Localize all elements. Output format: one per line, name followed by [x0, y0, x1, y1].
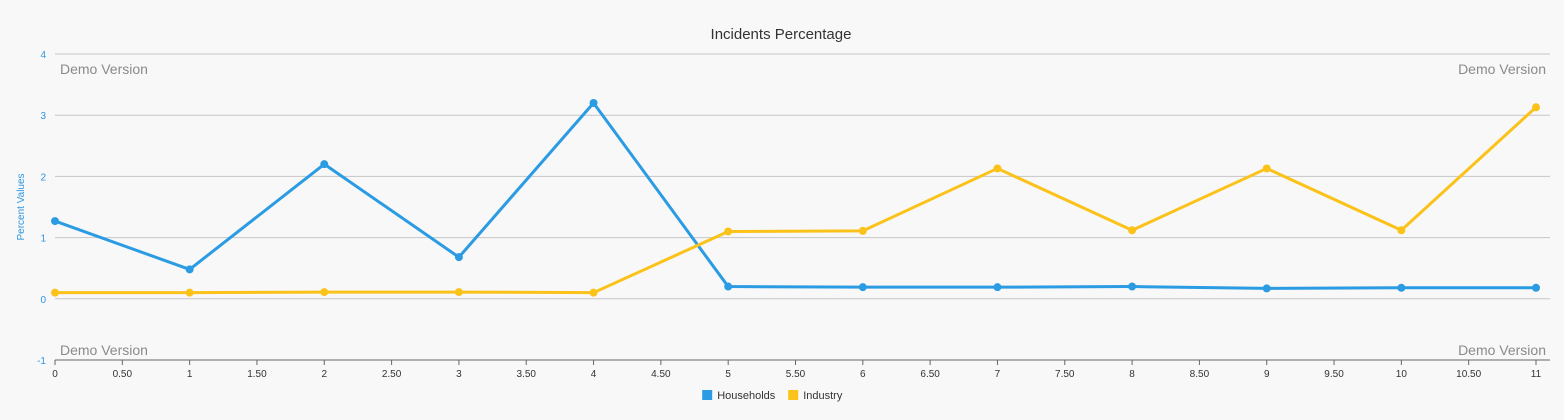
- legend-label-industry[interactable]: Industry: [803, 390, 843, 402]
- data-point-industry[interactable]: [1262, 164, 1271, 173]
- y-tick-label: 2: [40, 172, 46, 183]
- watermark-bottom-left: Demo Version: [60, 342, 148, 358]
- data-point-households[interactable]: [1128, 282, 1137, 291]
- data-point-industry[interactable]: [185, 288, 194, 297]
- data-point-households[interactable]: [51, 217, 59, 226]
- legend-swatch-industry[interactable]: [788, 390, 799, 400]
- data-point-households[interactable]: [1262, 284, 1271, 293]
- data-point-households[interactable]: [185, 265, 194, 274]
- data-point-households[interactable]: [589, 98, 598, 107]
- data-point-households[interactable]: [1397, 283, 1406, 292]
- x-tick-label: 1.50: [247, 369, 267, 380]
- x-tick-label: 9.50: [1324, 369, 1344, 380]
- x-tick-label: 7: [995, 369, 1001, 380]
- series-line-industry: [53, 105, 1538, 295]
- data-point-industry[interactable]: [454, 288, 463, 297]
- x-tick-label: 0.50: [113, 369, 133, 380]
- series-line-households: [53, 101, 1538, 290]
- x-tick-label: 2.50: [382, 369, 402, 380]
- legend[interactable]: Households Industry: [702, 390, 843, 402]
- data-point-industry[interactable]: [993, 164, 1002, 173]
- x-tick-label: 5: [725, 369, 731, 380]
- x-tick-label: 8.50: [1190, 369, 1210, 380]
- x-tick-label: 6.50: [920, 369, 940, 380]
- x-tick-label: 6: [860, 369, 866, 380]
- data-point-households[interactable]: [454, 253, 463, 262]
- data-point-industry[interactable]: [320, 288, 329, 297]
- data-point-industry[interactable]: [1397, 226, 1406, 235]
- gridlines: [55, 53, 1550, 300]
- x-tick-label: 0: [52, 369, 58, 380]
- watermark-top-left: Demo Version: [60, 61, 148, 77]
- series: [51, 98, 1540, 297]
- x-tick-label: 3: [456, 369, 462, 380]
- watermark-top-right: Demo Version: [1458, 61, 1546, 77]
- data-point-industry[interactable]: [1128, 226, 1137, 235]
- y-tick-label: 0: [40, 295, 46, 306]
- x-tick-label: 4: [591, 369, 597, 380]
- x-tick-label: 10.50: [1456, 369, 1481, 380]
- data-point-industry[interactable]: [724, 227, 733, 236]
- watermarks: Demo Version Demo Version Demo Version D…: [60, 61, 1546, 358]
- data-point-households[interactable]: [993, 283, 1002, 292]
- x-tick-label: 2: [321, 369, 327, 380]
- axes: -1 0 1 2 3 4 0 0.50 1 1.50 2 2.50 3 3.50 4 4.50 5 5.50 6 6.…: [37, 50, 1550, 380]
- x-tick-label: 1: [187, 369, 193, 380]
- legend-swatch-households[interactable]: [702, 390, 713, 400]
- y-tick-label: 4: [40, 50, 46, 61]
- data-point-households[interactable]: [1532, 283, 1540, 292]
- x-tick-label: 9: [1264, 369, 1270, 380]
- y-axis-label: Percent Values: [16, 173, 27, 240]
- x-tick-label: 7.50: [1055, 369, 1075, 380]
- y-tick-label: 1: [40, 234, 46, 245]
- x-tick-label: 5.50: [786, 369, 806, 380]
- x-tick-label: 8: [1129, 369, 1135, 380]
- y-tick-label: 3: [40, 111, 46, 122]
- chart-title: Incidents Percentage: [711, 26, 852, 43]
- watermark-bottom-right: Demo Version: [1458, 342, 1546, 358]
- x-tick-label: 3.50: [516, 369, 536, 380]
- legend-label-households[interactable]: Households: [717, 390, 776, 402]
- data-point-industry[interactable]: [51, 288, 59, 297]
- y-tick-label: -1: [37, 356, 46, 367]
- x-tick-label: 11: [1531, 369, 1542, 380]
- data-point-households[interactable]: [858, 283, 867, 292]
- x-tick-label: 10: [1396, 369, 1408, 380]
- data-point-industry[interactable]: [589, 288, 598, 297]
- data-point-households[interactable]: [724, 282, 733, 291]
- data-point-industry[interactable]: [858, 226, 867, 235]
- data-point-industry[interactable]: [1532, 103, 1540, 112]
- x-tick-label: 4.50: [651, 369, 671, 380]
- data-point-households[interactable]: [320, 160, 329, 169]
